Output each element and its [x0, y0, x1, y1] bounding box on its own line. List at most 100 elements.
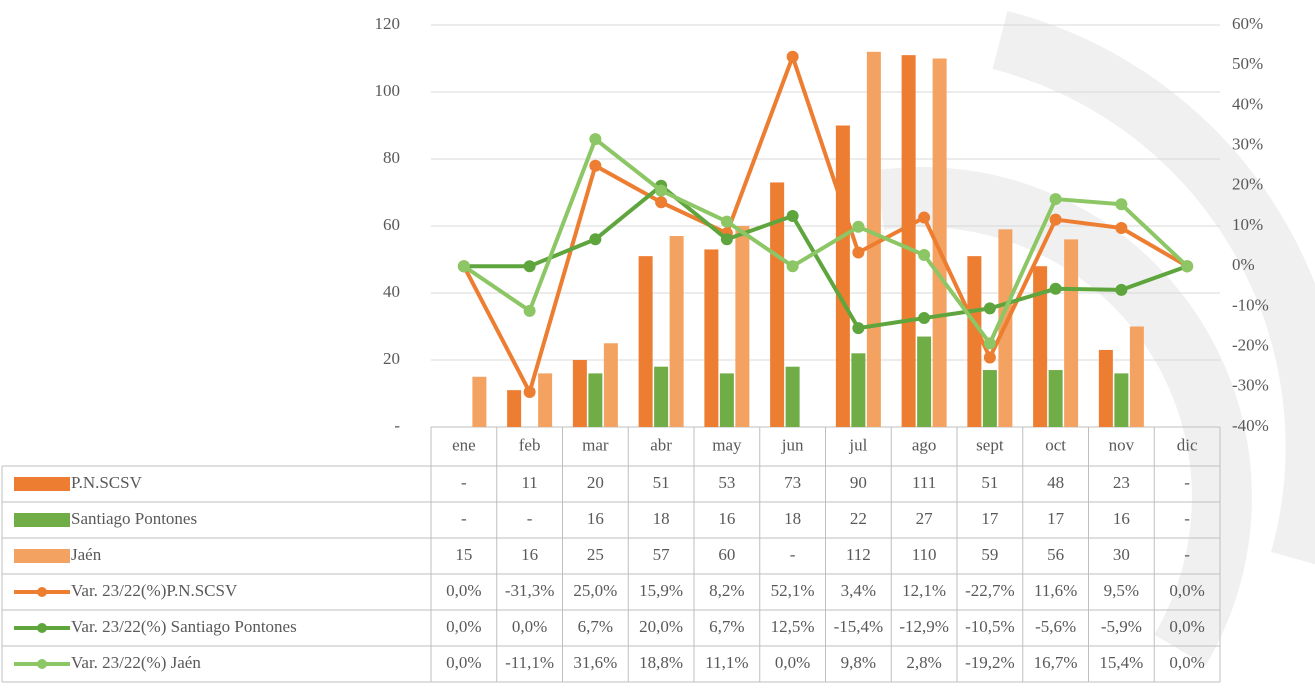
table-cell: 11,6%	[1034, 581, 1077, 600]
legend-swatch	[14, 549, 70, 563]
table-cell: 6,7%	[578, 617, 613, 636]
table-cell: 9,5%	[1104, 581, 1139, 600]
legend-label: P.N.SCSV	[71, 473, 143, 492]
y2-tick-label: 20%	[1232, 175, 1263, 194]
bar	[669, 236, 684, 427]
bar	[603, 343, 618, 427]
line-marker	[786, 50, 799, 63]
x-tick-label: abr	[650, 435, 672, 454]
table-cell: -15,4%	[834, 617, 884, 636]
legend-swatch	[14, 477, 70, 491]
table-cell: -22,7%	[965, 581, 1015, 600]
table-cell: -	[461, 473, 467, 492]
line-marker	[852, 220, 865, 233]
line-marker	[1115, 283, 1128, 296]
bar	[1098, 349, 1113, 427]
x-tick-label: nov	[1109, 435, 1135, 454]
line-marker	[589, 133, 602, 146]
bar	[719, 373, 734, 427]
table-cell: 16	[718, 509, 735, 528]
table-cell: 18	[784, 509, 801, 528]
legend-label: Var. 23/22(%) Jaén	[71, 653, 201, 672]
table-cell: 51	[653, 473, 670, 492]
x-tick-label: mar	[582, 435, 609, 454]
table-cell: 30	[1113, 545, 1130, 564]
table-cell: 0,0%	[1169, 617, 1204, 636]
table-cell: 25,0%	[573, 581, 617, 600]
line-marker	[720, 215, 733, 228]
line	[462, 137, 1189, 346]
y-tick-label: 60	[383, 215, 400, 234]
line	[463, 183, 1188, 331]
table-cell: -	[461, 509, 467, 528]
legend-label: Var. 23/22(%)P.N.SCSV	[71, 581, 238, 600]
bar	[1129, 326, 1144, 427]
x-tick-label: may	[712, 435, 742, 454]
table-cell: 20,0%	[639, 617, 683, 636]
legend-label: Var. 23/22(%) Santiago Pontones	[71, 617, 297, 636]
legend-marker	[37, 587, 47, 597]
line-marker	[918, 211, 931, 224]
table-cell: 16	[1113, 509, 1130, 528]
line-marker	[983, 351, 996, 364]
table-cell: 12,5%	[771, 617, 815, 636]
table-cell: 0,0%	[512, 617, 547, 636]
bar	[588, 373, 603, 427]
line-marker	[852, 322, 865, 335]
y2-tick-label: 60%	[1232, 14, 1263, 33]
table-cell: 0,0%	[1169, 653, 1204, 672]
table-cell: -	[1184, 545, 1190, 564]
table-cell: -5,9%	[1101, 617, 1142, 636]
table-cell: 11,1%	[705, 653, 748, 672]
line-marker	[523, 260, 536, 273]
table-cell: 11	[521, 473, 537, 492]
y2-tick-label: 50%	[1232, 54, 1263, 73]
line	[462, 54, 1189, 395]
y-tick-label: 20	[383, 349, 400, 368]
table-cell: 3,4%	[841, 581, 876, 600]
table-cell: -	[1184, 509, 1190, 528]
line-marker	[1049, 193, 1062, 206]
line-marker	[457, 260, 470, 273]
table-cell: 23	[1113, 473, 1130, 492]
table-cell: -11,1%	[505, 653, 554, 672]
x-tick-label: jul	[848, 435, 867, 454]
y-tick-label: 120	[375, 14, 401, 33]
table-cell: 0,0%	[446, 617, 481, 636]
line-marker	[786, 260, 799, 273]
table-cell: 57	[653, 545, 671, 564]
bar	[1033, 266, 1048, 427]
table-cell: 0,0%	[1169, 581, 1204, 600]
line-marker	[1115, 222, 1128, 235]
table-cell: 8,2%	[709, 581, 744, 600]
table-cell: -10,5%	[965, 617, 1015, 636]
table-cell: 0,0%	[446, 653, 481, 672]
line-marker	[1115, 198, 1128, 211]
y2-tick-label: 0%	[1232, 255, 1255, 274]
line-marker	[523, 304, 536, 317]
table-cell: 12,1%	[902, 581, 946, 600]
bar	[704, 249, 719, 427]
legend-marker	[37, 623, 47, 633]
table-cell: 16	[521, 545, 538, 564]
bar	[538, 373, 553, 427]
line-marker	[983, 302, 996, 315]
line-marker	[589, 233, 602, 246]
table-cell: 52,1%	[771, 581, 815, 600]
line-marker	[1049, 282, 1062, 295]
table-cell: 2,8%	[906, 653, 941, 672]
y-tick-label: 80	[383, 148, 400, 167]
y2-tick-label: -40%	[1232, 416, 1269, 435]
table-cell: -	[527, 509, 533, 528]
y-tick-label: 40	[383, 282, 400, 301]
table-cell: 18,8%	[639, 653, 683, 672]
bar	[932, 58, 947, 427]
table-cell: -5,6%	[1035, 617, 1076, 636]
bar	[785, 366, 800, 427]
y2-tick-label: 30%	[1232, 135, 1263, 154]
x-tick-label: jun	[781, 435, 804, 454]
table-cell: -12,9%	[899, 617, 949, 636]
line-marker	[786, 209, 799, 222]
table-cell: 51	[981, 473, 998, 492]
